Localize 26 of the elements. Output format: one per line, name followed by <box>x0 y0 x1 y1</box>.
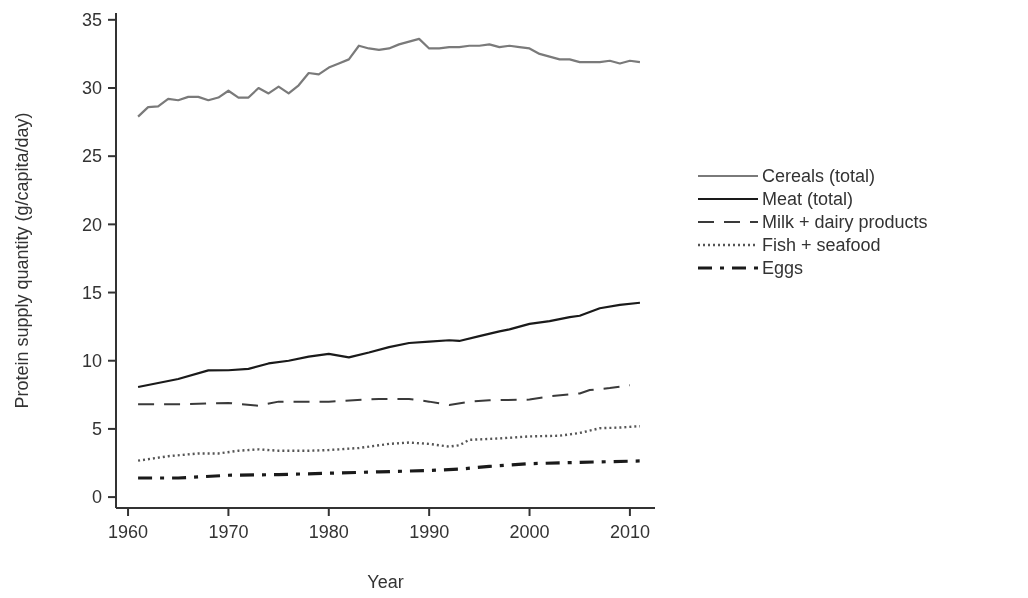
line-series <box>136 301 642 389</box>
x-tick-label: 2000 <box>509 522 550 542</box>
x-tick-label: 1960 <box>108 522 149 542</box>
y-tick-label: 10 <box>81 351 102 372</box>
y-tick-label: 35 <box>81 10 102 31</box>
y-tick-label: 15 <box>81 282 102 303</box>
y-tick-label: 5 <box>91 419 102 440</box>
y-tick-label: 20 <box>81 214 102 235</box>
legend-label: Meat (total) <box>762 189 854 210</box>
y-tick-label: 0 <box>91 487 102 508</box>
x-tick-label: 1970 <box>208 522 249 542</box>
y-axis-title: Protein supply quantity (g/capita/day) <box>12 112 32 409</box>
x-axis-title: Year <box>367 572 404 592</box>
line-series <box>136 459 642 480</box>
x-tick-label: 1980 <box>308 522 349 542</box>
legend-label: Fish + seafood <box>762 235 881 256</box>
y-tick-label: 25 <box>81 146 102 167</box>
legend-label: Milk + dairy products <box>762 212 928 233</box>
x-tick-label: 1990 <box>409 522 450 542</box>
y-tick-label: 30 <box>81 78 102 99</box>
legend-label: Eggs <box>762 258 804 279</box>
line-series <box>136 424 642 462</box>
legend-label: Cereals (total) <box>762 166 876 187</box>
x-tick-label: 2010 <box>609 522 650 542</box>
line-series <box>136 37 642 118</box>
line-series <box>137 384 631 407</box>
